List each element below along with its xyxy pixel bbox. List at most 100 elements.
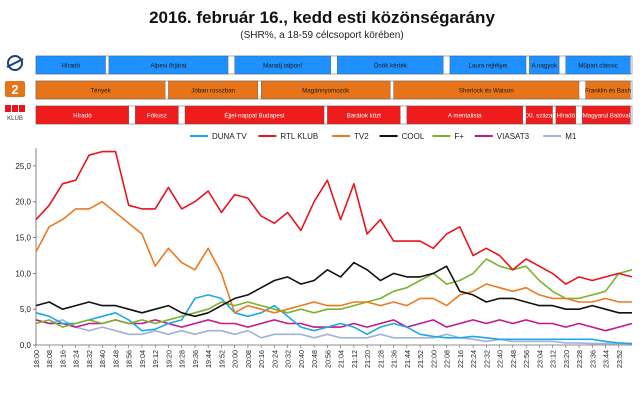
x-tick-label: 20:16 [257,350,266,368]
program-label: Éjjel-nappal Budapest [224,113,284,120]
legend-item: TV2 [332,132,369,141]
program-block: Műpart classic [565,55,631,75]
legend-item: COOL [379,132,425,141]
program-label: Híradó [61,63,80,70]
program-block: Önök kérték [337,55,444,75]
y-tick-label: 5,0 [20,305,32,314]
tv2-logo-icon: 2 [5,81,25,97]
rtl-klub-logo-icon: KLUB [5,105,25,122]
program-label: Magánnyomozók [302,88,350,95]
program-block: Jóban rosszban [168,80,259,100]
program-label: Alpesi őrjárat [150,63,186,70]
program-label: Jóban rosszban [191,88,235,95]
x-tick-label: 18:40 [98,350,107,368]
program-label: Önök kérték [374,63,408,70]
y-tick-label: 15,0 [15,234,31,243]
legend: DUNA TV RTL KLUB TV2 COOL F+ VIASAT3 M1 [190,132,577,141]
x-tick-label: 18:00 [32,350,41,368]
program-label: Híradó [556,113,575,120]
svg-text:2: 2 [11,82,18,97]
program-label: Franklin és Bash [585,88,632,95]
x-tick-label: 22:00 [429,350,438,368]
legend-item: VIASAT3 [474,132,530,141]
x-tick-label: 19:20 [164,350,173,368]
legend-label: VIASAT3 [497,132,530,141]
series-line-tv2 [35,200,632,314]
x-tick-label: 21:12 [350,350,359,368]
program-label: Maradj talpon! [263,63,302,70]
x-tick-label: 21:52 [416,350,425,368]
x-tick-label: 18:56 [125,350,134,368]
program-block: Híradó [35,55,106,75]
legend-label: M1 [565,132,577,141]
x-tick-label: 23:28 [575,350,584,368]
program-label: A mentalista [448,113,482,120]
program-block: Magánnyomozók [260,80,391,100]
legend-label: F+ [454,132,464,141]
x-tick-label: 20:08 [244,350,253,368]
chart-title: 2016. február 16., kedd esti közönségará… [149,8,495,27]
program-block: Laura rejtélyei [449,55,527,75]
x-tick-label: 19:52 [217,350,226,368]
x-tick-label: 18:08 [45,350,54,368]
x-tick-label: 22:40 [496,350,505,368]
series-line-f- [35,258,633,328]
x-tick-label: 21:44 [403,350,412,368]
x-tick-label: 23:20 [562,350,571,368]
program-schedule: Híradó Alpesi őrjárat Maradj talpon! Önök k… [35,55,633,125]
x-tick-label: 18:16 [58,350,67,368]
program-label: Magyarul Balóval [583,113,630,120]
chart-subtitle: (SHR%, a 18-59 célcsoport körében) [240,30,404,41]
series-line-duna-tv [35,294,633,345]
program-block: Fókusz [135,105,179,125]
x-tick-label: 23:04 [535,350,544,368]
legend-label: RTL KLUB [280,132,318,141]
x-tick-label: 18:32 [85,350,94,368]
x-tick-label: 22:16 [456,350,465,368]
x-tick-label: 19:04 [138,350,147,368]
x-tick-label: 21:28 [376,350,385,368]
x-tick-label: 20:00 [231,350,240,368]
program-label: Műpart classic [578,63,618,70]
program-block: Maradj talpon! [234,55,331,75]
x-tick-label: 19:12 [151,350,160,368]
x-tick-label: 18:24 [72,350,81,368]
y-tick-label: 0,0 [20,341,32,350]
program-label: A nagyok [532,63,558,70]
svg-text:KLUB: KLUB [7,116,23,122]
program-label: Barátok közt [347,113,382,120]
x-tick-label: 20:40 [297,350,306,368]
x-tick-label: 20:32 [284,350,293,368]
program-label: Laura rejtélyei [469,63,508,70]
y-tick-label: 10,0 [15,269,31,278]
x-tick-label: 19:28 [178,350,187,368]
program-block: Alpesi őrjárat [108,55,229,75]
x-tick-label: 18:48 [111,350,120,368]
program-block: Híradó [555,105,576,125]
x-tick-label: 19:36 [191,350,200,368]
x-tick-label: 22:08 [443,350,452,368]
x-tick-label: 22:56 [522,350,531,368]
x-tick-label: 20:48 [310,350,319,368]
x-tick-label: 19:44 [204,350,213,368]
program-block: Franklin és Bash [585,80,632,100]
m1-logo-icon [6,55,24,71]
y-tick-label: 20,0 [15,198,31,207]
program-block: Híradó [35,105,129,125]
series-line-rtl-klub [35,150,633,285]
x-tick-label: 21:36 [390,350,399,368]
series-line-viasat3 [35,319,633,332]
x-tick-label: 23:52 [615,350,624,368]
program-label: Híradó [73,113,92,120]
x-tick-label: 23:44 [602,350,611,368]
x-tick-label: 21:04 [337,350,346,368]
program-block: Tények [35,80,166,100]
program-label: XXI. század [523,113,557,120]
program-label: Fókusz [147,113,167,120]
legend-item: RTL KLUB [258,132,318,141]
x-tick-label: 20:24 [270,350,279,368]
program-block: Éjjel-nappal Budapest [184,105,325,125]
legend-label: TV2 [354,132,369,141]
program-label: Sherlock és Watson [459,88,514,95]
